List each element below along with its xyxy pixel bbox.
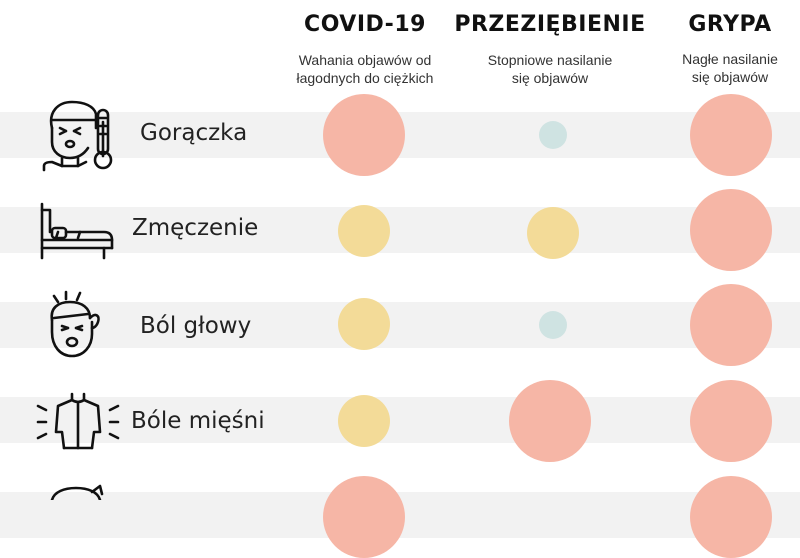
severity-dot	[690, 380, 772, 462]
column-subtitle-line: się objawów	[691, 69, 769, 85]
column-subtitle: Stopniowe nasilanie się objawów	[450, 51, 650, 87]
column-title: GRYPA	[688, 12, 772, 37]
severity-dot	[323, 94, 405, 176]
symptom-label: Gorączka	[140, 120, 248, 146]
symptom-label: Bóle mięśni	[131, 408, 265, 434]
fever-person-thermometer-icon	[38, 98, 118, 179]
column-header-covid: COVID-19 Wahania objawów od łagodnych do…	[255, 12, 475, 87]
severity-dot	[509, 380, 591, 462]
severity-dot	[690, 476, 772, 558]
severity-dot	[323, 476, 405, 558]
column-subtitle-line: się objawów	[511, 70, 589, 86]
severity-dot	[539, 121, 567, 149]
column-subtitle-line: Stopniowe nasilanie	[487, 52, 613, 68]
column-subtitle: Nagłe nasilanie się objawów	[655, 50, 800, 86]
column-subtitle-line: łagodnych do ciężkich	[296, 70, 434, 86]
column-subtitle: Wahania objawów od łagodnych do ciężkich	[255, 51, 475, 87]
column-subtitle-line: Nagłe nasilanie	[682, 51, 778, 67]
partial-face-icon	[48, 484, 112, 505]
headache-face-icon	[44, 290, 108, 367]
symptom-label: Ból głowy	[140, 313, 252, 339]
severity-dot	[527, 207, 579, 259]
severity-dot	[690, 189, 772, 271]
severity-dot	[338, 205, 390, 257]
severity-dot	[690, 94, 772, 176]
column-subtitle-line: Wahania objawów od	[298, 52, 432, 68]
column-header-flu: GRYPA Nagłe nasilanie się objawów	[655, 12, 800, 86]
symptom-label: Zmęczenie	[132, 215, 259, 241]
bed-icon	[38, 200, 118, 269]
severity-dot	[338, 298, 390, 350]
severity-dot	[690, 284, 772, 366]
column-title: PRZEZIĘBIENIE	[454, 12, 646, 37]
column-header-cold: PRZEZIĘBIENIE Stopniowe nasilanie się ob…	[450, 12, 650, 87]
row-band	[0, 207, 800, 253]
column-title: COVID-19	[304, 12, 426, 37]
row-band	[0, 397, 800, 443]
severity-dot	[539, 311, 567, 339]
row-band	[0, 302, 800, 348]
muscle-pain-back-icon	[34, 392, 122, 457]
severity-dot	[338, 395, 390, 447]
